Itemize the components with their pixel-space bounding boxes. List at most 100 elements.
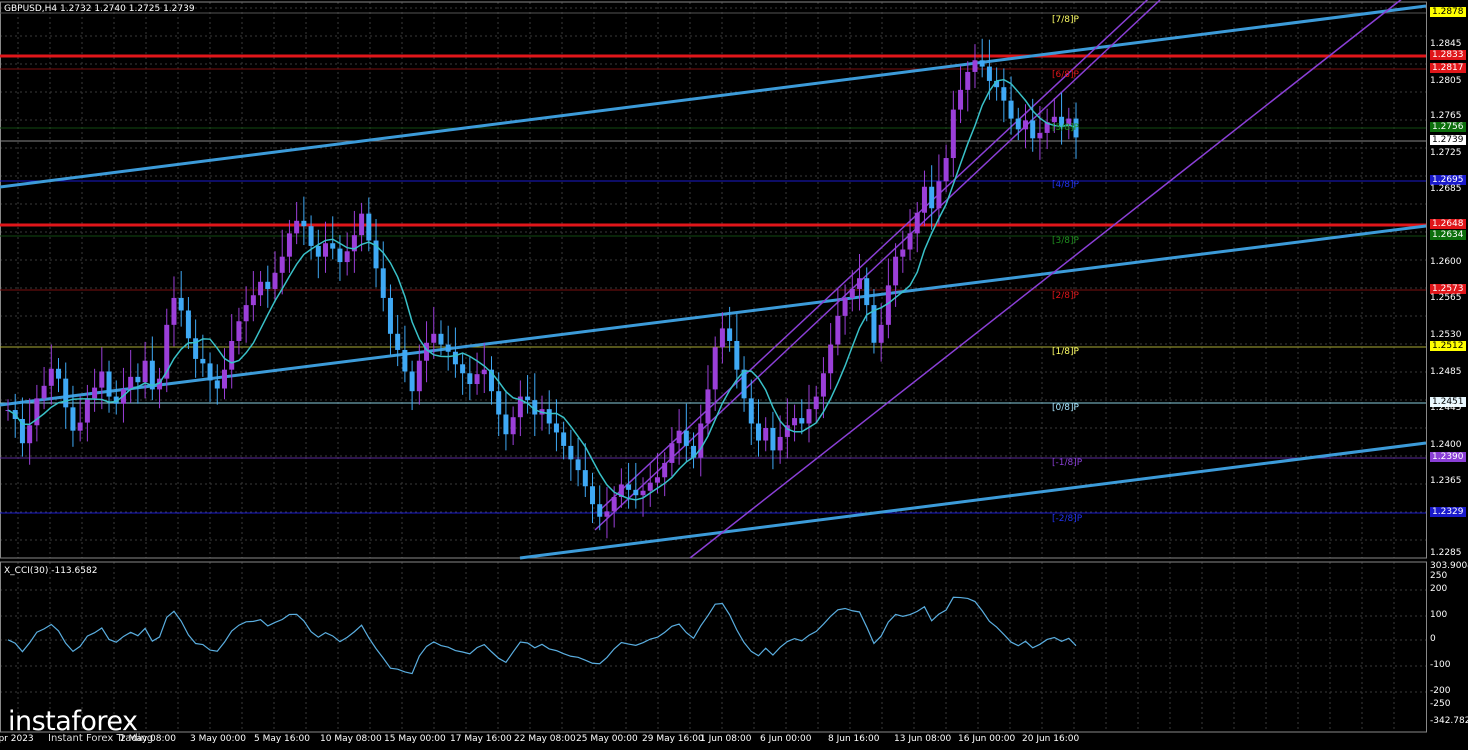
candle [467, 373, 473, 385]
candle [279, 256, 285, 273]
cci-scale-label: -100 [1430, 660, 1451, 670]
candle [1001, 87, 1007, 101]
candle [900, 249, 906, 257]
time-axis-label: 6 Jun 00:00 [760, 734, 812, 744]
candle [553, 423, 559, 433]
candle [272, 272, 278, 289]
candle [647, 482, 653, 491]
cci-title: X_CCI(30) -113.6582 [4, 566, 98, 576]
price-scale-label: 1.2445 [1430, 403, 1462, 413]
candle [214, 380, 220, 389]
candle [1073, 118, 1079, 138]
candle [958, 89, 964, 110]
candle [178, 297, 184, 311]
candle [48, 368, 54, 386]
price-scale-label: 1.2685 [1430, 184, 1462, 194]
price-scale-label: 1.2573 [1430, 284, 1466, 294]
candle [460, 364, 466, 374]
candle [893, 256, 899, 286]
murray-level-label: [2/8]P [1052, 291, 1079, 301]
candle [481, 369, 487, 375]
candle [330, 243, 336, 249]
candle [1051, 116, 1057, 123]
candle [19, 419, 25, 444]
candle [994, 80, 1000, 88]
candle [402, 349, 408, 372]
candle [431, 333, 437, 343]
candle [907, 233, 913, 250]
candle [972, 60, 978, 72]
price-scale-label: 1.2530 [1430, 330, 1462, 340]
candle [532, 400, 538, 415]
price-scale-label: 1.2451 [1430, 397, 1466, 407]
candle [546, 409, 552, 424]
murray-level-label: [-1/8]P [1052, 458, 1083, 468]
candle [496, 391, 502, 415]
chart-title: GBPUSD,H4 1.2732 1.2740 1.2725 1.2739 [4, 4, 195, 14]
candle [1059, 116, 1065, 126]
price-scale-label: 1.2878 [1430, 7, 1466, 17]
candle [611, 497, 617, 512]
candle [683, 430, 689, 446]
candle [337, 248, 343, 263]
candle [308, 226, 314, 246]
cci-scale-label: -342.782 [1430, 716, 1468, 726]
candle [1022, 120, 1028, 130]
candle [265, 281, 271, 289]
candle [784, 425, 790, 437]
candle [142, 360, 148, 383]
candle [741, 369, 747, 399]
candle [286, 233, 292, 257]
moving-average-line [7, 78, 1077, 501]
candle [561, 432, 567, 446]
candle [755, 423, 761, 441]
price-scale-label: 1.2765 [1430, 111, 1462, 121]
candle [92, 387, 98, 399]
candle [77, 422, 83, 431]
price-scale-label: 1.2400 [1430, 440, 1462, 450]
trend-line [0, 4, 1427, 189]
channel-line [689, 0, 1402, 559]
candle [243, 305, 249, 322]
candle [712, 347, 718, 390]
logo-tagline: Instant Forex Trading [48, 733, 154, 744]
price-scale-label: 1.2648 [1430, 219, 1466, 229]
candle [748, 398, 754, 424]
time-axis-label: 1 Jun 08:00 [700, 734, 752, 744]
candle [207, 363, 213, 381]
price-scale-label: 1.2329 [1430, 507, 1466, 517]
candle [792, 418, 798, 426]
candle [301, 220, 307, 227]
time-axis-label: 17 May 16:00 [450, 734, 512, 744]
price-scale-label: 1.2365 [1430, 476, 1462, 486]
candle [135, 376, 141, 383]
candle [56, 368, 62, 379]
price-scale-label: 1.2565 [1430, 293, 1462, 303]
candle [359, 213, 365, 236]
price-scale-label: 1.2756 [1430, 122, 1466, 132]
candle [366, 213, 372, 241]
candle [1044, 122, 1050, 133]
candle [878, 324, 884, 343]
candle [698, 423, 704, 458]
candle [597, 504, 603, 517]
candle [63, 378, 69, 408]
candle [474, 374, 480, 385]
candle [1030, 120, 1036, 139]
candle [835, 315, 841, 345]
candle [236, 321, 242, 341]
price-scale-label: 1.2600 [1430, 257, 1462, 267]
candle [842, 297, 848, 316]
candle [70, 407, 76, 431]
cci-scale-label: -250 [1430, 699, 1451, 709]
price-scale-label: 1.2805 [1430, 76, 1462, 86]
murray-level-label: [3/8]P [1052, 236, 1079, 246]
candle [1015, 118, 1021, 130]
candle [344, 251, 350, 263]
candle [488, 369, 494, 392]
candle [294, 220, 300, 234]
candle [409, 371, 415, 392]
candle [373, 240, 379, 269]
cci-scale-label: -200 [1430, 686, 1451, 696]
trend-line [519, 441, 1427, 560]
